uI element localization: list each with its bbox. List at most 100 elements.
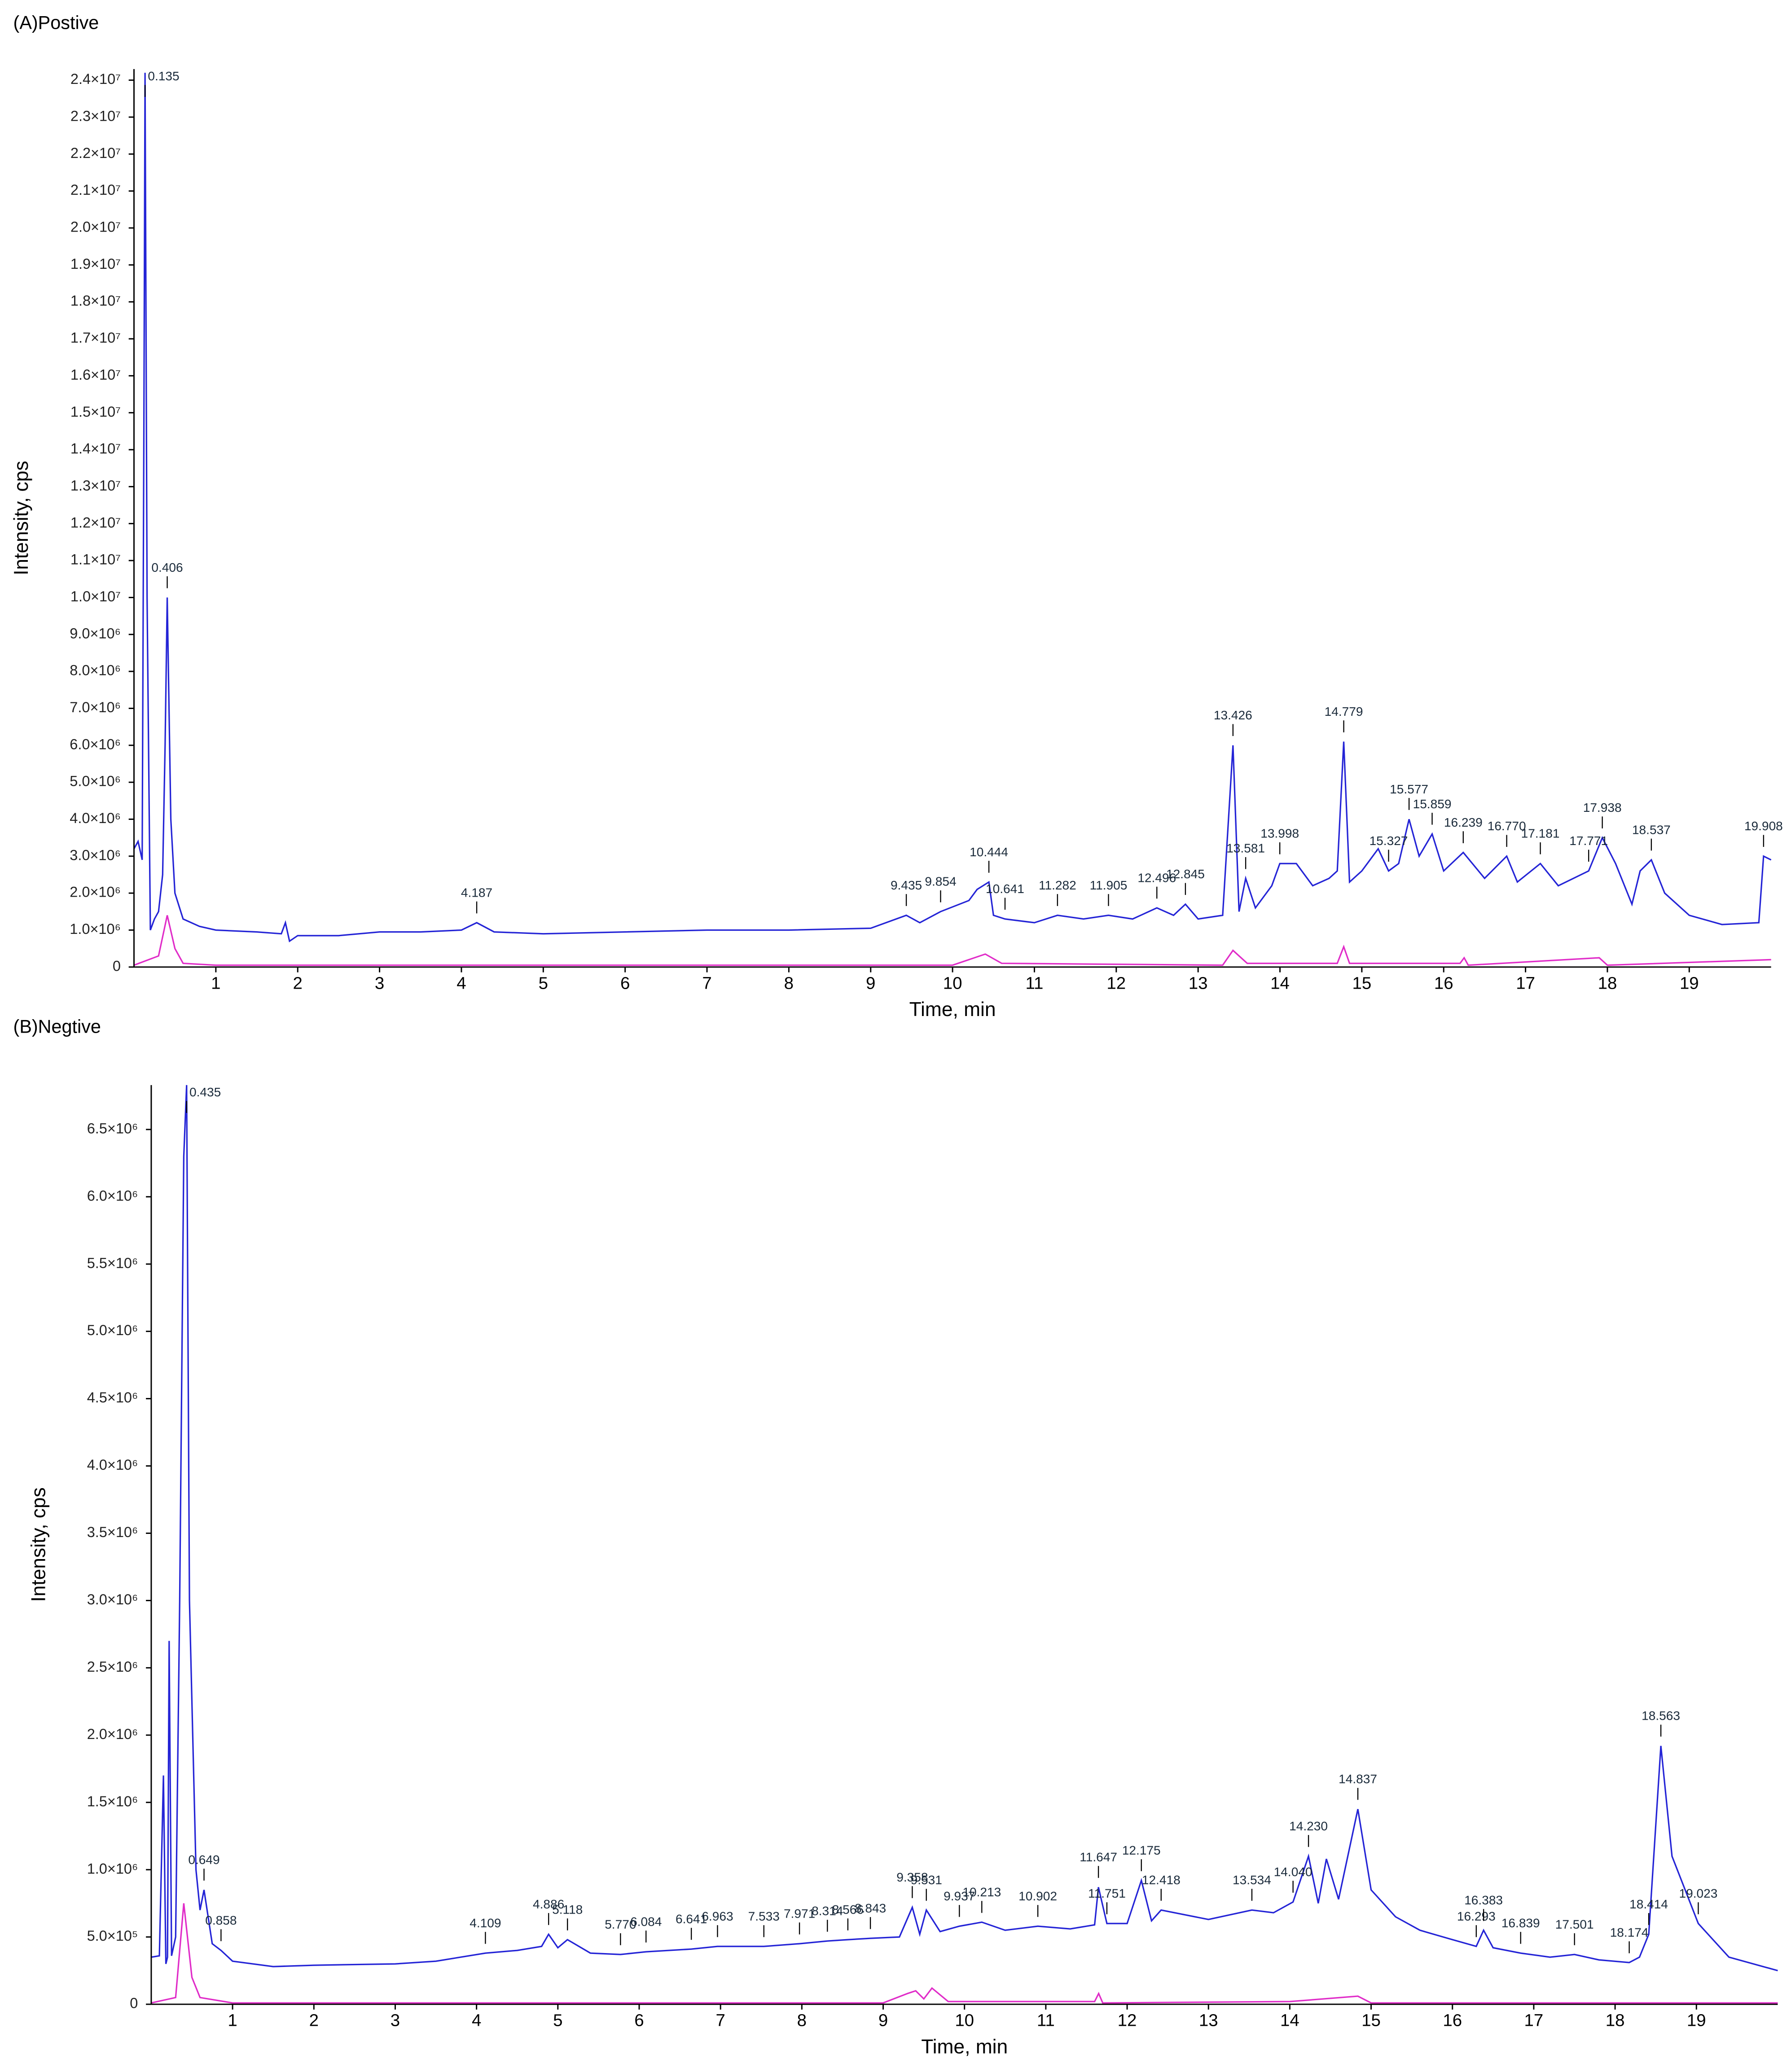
y-tick-label: 1.7×10⁷ [70, 330, 121, 346]
y-tick-label: 2.0×10⁶ [70, 884, 121, 900]
x-tick-label: 15 [1352, 973, 1372, 993]
peak-label: 10.902 [1018, 1889, 1057, 1903]
peak-label: 16.293 [1457, 1910, 1496, 1923]
peak-label: 19.023 [1679, 1887, 1718, 1901]
y-tick-label: 4.5×10⁶ [87, 1389, 138, 1406]
y-tick-label: 2.0×10⁶ [87, 1726, 138, 1742]
peak-label: 11.647 [1080, 1850, 1117, 1864]
y-tick-label: 7.0×10⁶ [70, 699, 121, 715]
x-tick-label: 17 [1524, 2011, 1544, 2030]
peak-label: 13.998 [1260, 827, 1299, 841]
trace-line [133, 915, 1771, 966]
x-tick-label: 9 [878, 2011, 888, 2030]
peak-label: 17.771 [1569, 834, 1608, 848]
y-tick-label: 1.0×10⁶ [70, 921, 121, 937]
peak-label: 17.938 [1583, 801, 1622, 815]
x-tick-label: 14 [1280, 2011, 1299, 2030]
x-tick-label: 7 [716, 2011, 725, 2030]
x-tick-label: 11 [1026, 973, 1044, 993]
peak-label: 16.770 [1488, 819, 1526, 833]
x-tick-label: 17 [1516, 973, 1535, 993]
y-tick-label: 4.0×10⁶ [87, 1457, 138, 1473]
x-tick-label: 14 [1270, 973, 1290, 993]
peak-label: 11.751 [1088, 1887, 1126, 1901]
y-tick-label: 6.0×10⁶ [70, 736, 121, 752]
x-tick-label: 6 [620, 973, 630, 993]
peak-label: 5.770 [605, 1917, 636, 1931]
y-tick-label: 1.9×10⁷ [70, 256, 121, 272]
peak-label: 16.383 [1464, 1893, 1503, 1907]
y-tick-label: 3.0×10⁶ [87, 1591, 138, 1608]
y-tick-label: 8.0×10⁶ [70, 662, 121, 679]
x-tick-label: 10 [955, 2011, 974, 2030]
x-tick-label: 1 [228, 2011, 237, 2030]
x-tick-label: 3 [375, 973, 384, 993]
peak-label: 10.213 [962, 1885, 1001, 1899]
y-tick-label: 5.0×10⁶ [87, 1322, 138, 1338]
x-tick-label: 13 [1189, 973, 1208, 993]
peak-label: 12.496 [1137, 871, 1176, 885]
peak-label: 8.314 [812, 1904, 843, 1918]
y-tick-label: 1.2×10⁷ [70, 514, 121, 530]
peak-label: 0.435 [189, 1085, 221, 1099]
peak-label: 9.435 [891, 878, 922, 892]
y-tick-label: 1.6×10⁷ [70, 367, 121, 383]
trace-line [151, 1903, 1778, 2004]
y-tick-label: 1.4×10⁷ [70, 441, 121, 457]
x-tick-label: 5 [553, 2011, 562, 2030]
peak-label: 17.181 [1521, 827, 1560, 841]
y-tick-label: 0 [130, 1995, 138, 2011]
peak-label: 11.282 [1039, 878, 1076, 892]
peak-label: 12.175 [1122, 1844, 1161, 1857]
x-tick-label: 4 [472, 2011, 481, 2030]
x-axis-label: Time, min [909, 999, 996, 1021]
x-tick-label: 2 [293, 973, 303, 993]
peak-label: 9.358 [896, 1870, 928, 1884]
x-tick-label: 10 [943, 973, 962, 993]
peak-label: 11.905 [1090, 878, 1128, 892]
peak-label: 0.649 [188, 1853, 219, 1867]
y-tick-label: 2.1×10⁷ [70, 182, 121, 198]
trace-line [133, 73, 1772, 942]
y-axis-label: Intensity, cps [27, 1487, 49, 1602]
chart-panel: (A)Postive Time, min Intensity, cps 0 1.0×10… [10, 12, 1783, 1021]
peak-label: 16.239 [1444, 815, 1483, 829]
x-tick-label: 12 [1118, 2011, 1137, 2030]
y-tick-label: 5.0×10⁶ [70, 773, 121, 789]
y-tick-label: 1.0×10⁷ [70, 588, 121, 605]
peak-label: 10.444 [970, 845, 1008, 859]
peak-label: 13.534 [1233, 1873, 1271, 1887]
x-tick-label: 8 [797, 2011, 807, 2030]
x-tick-label: 18 [1606, 2011, 1625, 2030]
y-axis-label: Intensity, cps [10, 461, 32, 575]
peak-label: 18.414 [1629, 1897, 1668, 1911]
y-tick-label: 0 [113, 958, 121, 974]
peak-label: 10.641 [986, 882, 1024, 896]
x-tick-label: 19 [1687, 2011, 1706, 2030]
y-tick-label: 2.0×10⁷ [70, 219, 121, 235]
peak-label: 0.135 [148, 69, 179, 83]
peak-label: 18.563 [1642, 1709, 1680, 1723]
peak-label: 14.779 [1325, 705, 1363, 718]
peak-label: 8.843 [855, 1901, 886, 1915]
peak-label: 15.577 [1390, 782, 1428, 796]
x-tick-label: 18 [1598, 973, 1617, 993]
trace-line [151, 1085, 1778, 1971]
y-tick-label: 1.5×10⁶ [87, 1793, 138, 1809]
peak-label: 7.971 [784, 1907, 815, 1921]
x-tick-label: 16 [1443, 2011, 1462, 2030]
x-tick-label: 15 [1361, 2011, 1381, 2030]
peak-label: 8.566 [832, 1903, 864, 1917]
peak-label: 18.174 [1610, 1925, 1649, 1939]
peak-label: 4.187 [461, 885, 492, 899]
y-tick-label: 1.5×10⁷ [70, 403, 121, 420]
x-tick-label: 16 [1434, 973, 1453, 993]
peak-label: 6.084 [630, 1915, 662, 1929]
x-tick-label: 5 [539, 973, 548, 993]
x-tick-label: 8 [784, 973, 794, 993]
peak-label: 15.859 [1413, 797, 1452, 811]
peak-label: 9.531 [911, 1873, 942, 1887]
peak-label: 16.839 [1501, 1916, 1540, 1930]
